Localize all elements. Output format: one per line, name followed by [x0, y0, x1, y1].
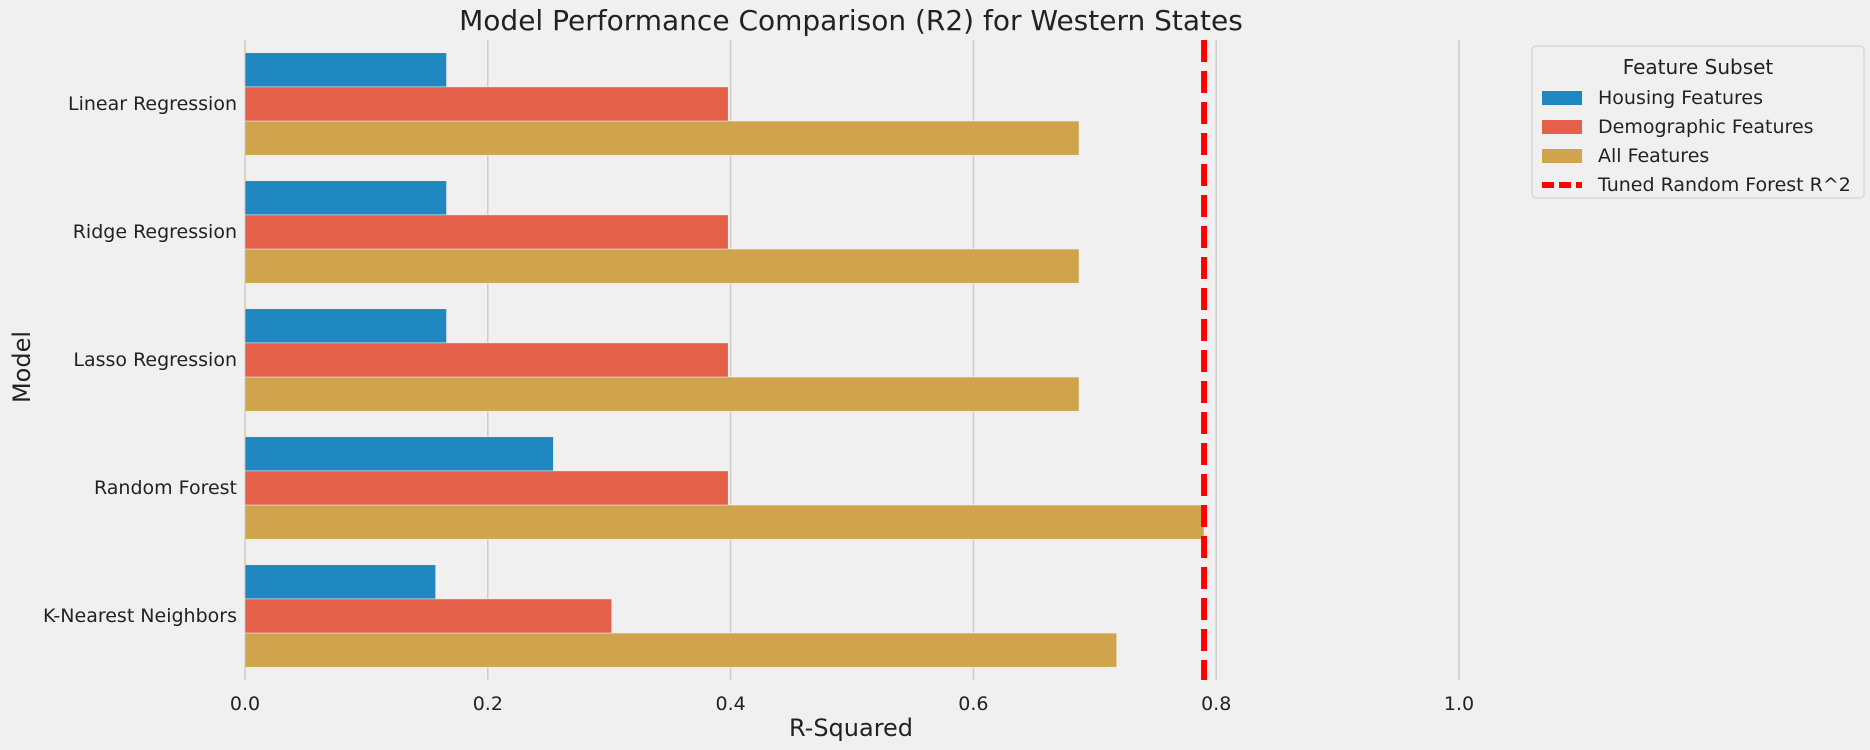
bar-3-1: [244, 470, 729, 506]
x-tick-label-3: 0.6: [958, 693, 988, 715]
bar-1-0: [244, 180, 447, 216]
legend-swatch-2: [1542, 149, 1582, 163]
legend-title: Feature Subset: [1623, 55, 1774, 79]
bar-0-2: [244, 120, 1080, 156]
bar-2-1: [244, 342, 729, 378]
legend-label-3: Tuned Random Forest R^2: [1597, 174, 1851, 196]
y-tick-label-0: Linear Regression: [68, 93, 237, 115]
bar-4-0: [244, 564, 436, 600]
bar-0-1: [244, 86, 729, 122]
bar-2-0: [244, 308, 447, 344]
legend-box: [1531, 45, 1865, 199]
legend-swatch-0: [1542, 91, 1582, 105]
bars: [244, 52, 1205, 668]
legend-label-1: Demographic Features: [1598, 116, 1814, 138]
bar-4-1: [244, 598, 612, 634]
x-tick-label-5: 1.0: [1444, 693, 1474, 715]
bar-3-0: [244, 436, 554, 472]
x-tick-label-0: 0.0: [230, 693, 260, 715]
y-tick-label-1: Ridge Regression: [73, 221, 237, 243]
legend-label-2: All Features: [1598, 145, 1709, 167]
bar-4-2: [244, 632, 1117, 668]
y-tick-label-2: Lasso Regression: [73, 349, 237, 371]
x-axis-label: R-Squared: [789, 714, 913, 742]
x-tick-label-4: 0.8: [1201, 693, 1231, 715]
y-tick-label-3: Random Forest: [94, 477, 237, 499]
legend-label-0: Housing Features: [1598, 87, 1763, 109]
legend-swatch-1: [1542, 120, 1582, 134]
legend-items: Housing Features Demographic Features All …: [1542, 87, 1851, 196]
y-tick-labels: Linear Regression Ridge Regression Lasso R…: [43, 93, 237, 627]
chart-title: Model Performance Comparison (R2) for We…: [459, 4, 1243, 37]
x-tick-label-1: 0.2: [473, 693, 503, 715]
bar-1-1: [244, 214, 729, 250]
y-axis-label: Model: [8, 331, 36, 403]
legend: Feature Subset Housing Features Demograph…: [1531, 45, 1865, 199]
bar-2-2: [244, 376, 1080, 412]
x-tick-label-2: 0.4: [715, 693, 745, 715]
bar-1-2: [244, 248, 1080, 284]
y-tick-label-4: K-Nearest Neighbors: [43, 605, 237, 627]
bar-0-0: [244, 52, 447, 88]
bar-3-2: [244, 504, 1205, 540]
x-tick-labels: 0.0 0.2 0.4 0.6 0.8 1.0: [230, 693, 1474, 715]
